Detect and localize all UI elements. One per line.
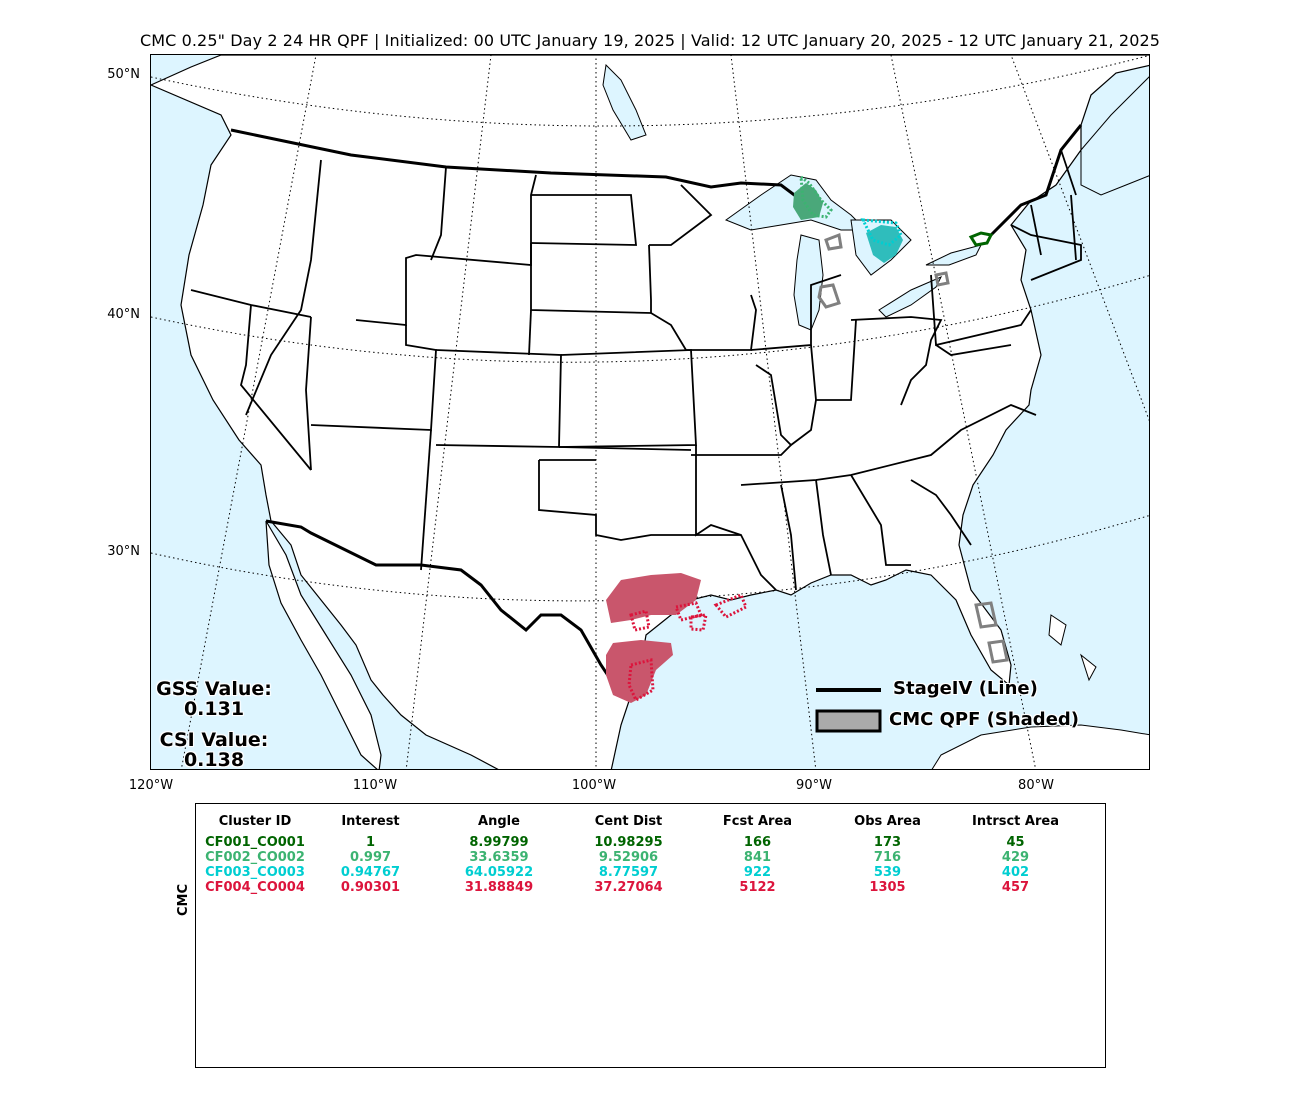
lon-label-80: 80°W bbox=[1018, 778, 1054, 793]
cell-intrsct-area: 402 bbox=[1001, 865, 1030, 880]
cell-fcst-area: 841 bbox=[743, 850, 772, 865]
header-obs-area: Obs Area bbox=[854, 814, 921, 829]
cell-cent-dist: 10.98295 bbox=[594, 835, 663, 850]
gss-label: GSS Value: bbox=[156, 678, 272, 700]
cell-angle: 64.05922 bbox=[464, 865, 534, 880]
cell-fcst-area: 922 bbox=[743, 865, 772, 880]
obs-outline-michigan bbox=[824, 232, 843, 251]
cell-cluster-id: CF001_CO001 bbox=[205, 835, 305, 850]
obs-outline-florida-1 bbox=[974, 601, 998, 629]
obs-outline-cf002 bbox=[799, 173, 833, 219]
cell-obs-area: 1305 bbox=[869, 880, 906, 895]
lake-erie bbox=[878, 275, 943, 318]
table-ylabel: CMC bbox=[176, 884, 191, 916]
cell-intrsct-area: 45 bbox=[1006, 835, 1025, 850]
lon-label-90: 90°W bbox=[796, 778, 832, 793]
cell-obs-area: 173 bbox=[873, 835, 902, 850]
obs-outline-cf004-e bbox=[627, 658, 655, 703]
csi-value: 0.138 bbox=[183, 749, 245, 771]
cell-cent-dist: 37.27064 bbox=[594, 880, 663, 895]
header-interest: Interest bbox=[341, 814, 400, 829]
lake-ontario bbox=[925, 244, 982, 266]
country-borders bbox=[230, 124, 1083, 696]
table-row: CF002_CO002 0.997 33.6359 9.52906 841 71… bbox=[200, 850, 1081, 865]
obs-outline-cf004-b bbox=[673, 601, 704, 622]
map-panel bbox=[150, 54, 1150, 770]
obs-outline-cf004-c bbox=[713, 593, 748, 619]
chart-title: CMC 0.25" Day 2 24 HR QPF | Initialized:… bbox=[139, 31, 1161, 50]
lat-label-50: 50°N bbox=[107, 67, 140, 82]
table-header-row: Cluster ID Interest Angle Cent Dist Fcst… bbox=[200, 814, 1081, 835]
cell-obs-area: 716 bbox=[873, 850, 902, 865]
obs-outline-illinois bbox=[817, 283, 841, 309]
fcst-area-cf003 bbox=[866, 225, 903, 263]
table-row: CF003_CO003 0.94767 64.05922 8.77597 922… bbox=[200, 865, 1081, 880]
cell-fcst-area: 166 bbox=[743, 835, 772, 850]
stats-table: Cluster ID Interest Angle Cent Dist Fcst… bbox=[200, 814, 1081, 895]
obs-outline-ontario bbox=[934, 271, 950, 287]
cell-angle: 31.88849 bbox=[464, 880, 534, 895]
obs-outline-cf003 bbox=[860, 218, 903, 247]
legend-line-label: StageIV (Line) bbox=[893, 678, 1038, 699]
land-caribbean bbox=[931, 724, 1149, 769]
graticule bbox=[151, 55, 1149, 769]
obs-outline-florida-2 bbox=[987, 639, 1009, 664]
cell-fcst-area: 5122 bbox=[739, 880, 776, 895]
header-intrsct-area: Intrsct Area bbox=[972, 814, 1059, 829]
table-row: CF001_CO001 1 8.99799 10.98295 166 173 4… bbox=[200, 835, 1081, 850]
cell-cluster-id: CF003_CO003 bbox=[205, 865, 305, 880]
table-ylabel-text: CMC bbox=[176, 883, 191, 916]
header-cent-dist: Cent Dist bbox=[594, 814, 663, 829]
land-baja bbox=[265, 520, 382, 769]
legend-shaded-swatch bbox=[815, 709, 882, 733]
gss-value: 0.131 bbox=[183, 698, 245, 720]
obs-outline-cf001 bbox=[968, 231, 994, 247]
lon-label-120: 120°W bbox=[128, 778, 174, 793]
cell-cluster-id: CF004_CO004 bbox=[205, 880, 305, 895]
lat-label-40: 40°N bbox=[107, 307, 140, 322]
csi-label: CSI Value: bbox=[159, 729, 269, 751]
table-row: CF004_CO004 0.90301 31.88849 37.27064 51… bbox=[200, 880, 1081, 895]
lon-label-100: 100°W bbox=[571, 778, 617, 793]
cell-obs-area: 539 bbox=[873, 865, 902, 880]
cell-intrsct-area: 457 bbox=[1001, 880, 1030, 895]
header-fcst-area: Fcst Area bbox=[722, 814, 793, 829]
stats-table-panel: Cluster ID Interest Angle Cent Dist Fcst… bbox=[195, 803, 1106, 1068]
header-angle: Angle bbox=[478, 814, 520, 829]
state-borders bbox=[190, 149, 1082, 591]
gulf-st-lawrence bbox=[1080, 76, 1149, 196]
cell-interest: 0.997 bbox=[349, 850, 392, 865]
land-bahamas bbox=[1048, 614, 1097, 682]
cell-angle: 8.99799 bbox=[469, 835, 529, 850]
observed-outlines bbox=[817, 232, 1009, 664]
cell-cent-dist: 8.77597 bbox=[598, 865, 659, 880]
hudson-bay-inlet bbox=[602, 63, 647, 141]
cell-cluster-id: CF002_CO002 bbox=[205, 850, 305, 865]
matched-outlines bbox=[627, 173, 994, 703]
lat-label-30: 30°N bbox=[107, 544, 140, 559]
header-cluster-id: Cluster ID bbox=[218, 814, 292, 829]
lon-label-110: 110°W bbox=[352, 778, 398, 793]
legend-shaded-label: CMC QPF (Shaded) bbox=[889, 709, 1080, 730]
cell-cent-dist: 9.52906 bbox=[598, 850, 659, 865]
cell-interest: 0.90301 bbox=[340, 880, 401, 895]
map-canvas bbox=[151, 55, 1149, 769]
cell-interest: 0.94767 bbox=[340, 865, 401, 880]
cell-intrsct-area: 429 bbox=[1001, 850, 1030, 865]
cell-angle: 33.6359 bbox=[469, 850, 529, 865]
cell-interest: 1 bbox=[365, 835, 376, 850]
fcst-area-cf004-south bbox=[606, 640, 673, 703]
